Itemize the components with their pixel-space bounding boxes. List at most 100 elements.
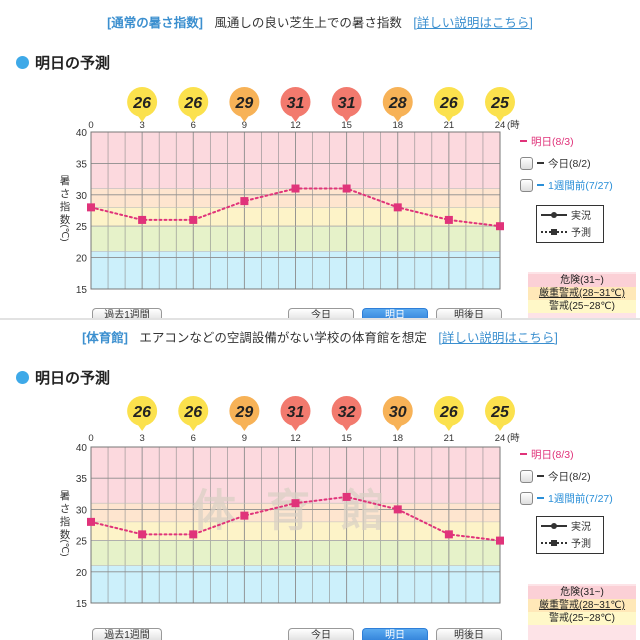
panel-header: [通常の暑さ指数] 風通しの良い芝生上での暑さ指数 [詳しい説明はこちら] [0,12,640,31]
key-actual: 実況 [537,517,603,534]
tomorrow-button[interactable]: 明日 [362,628,428,640]
badge-value: 29 [234,95,253,112]
forecast-point [189,530,198,539]
x-tick-label: 12 [290,433,301,444]
y-axis-unit: (℃) [59,225,70,242]
link-bracket-open: [ [438,331,442,345]
today-button[interactable]: 今日 [288,628,354,640]
x-tick-label: 24 [495,433,506,444]
value-badge: 28 [382,87,413,122]
badge-value: 25 [490,95,510,112]
value-badge: 26 [127,396,158,431]
pink-dash-icon [520,453,527,455]
badge-value: 31 [287,404,305,421]
value-badge: 31 [331,87,362,122]
details-link[interactable]: 詳しい説明はこちら [441,331,555,345]
badge-value: 26 [439,95,458,112]
legend-tomorrow-label: 明日(8/3) [531,135,574,148]
checkbox-icon[interactable] [520,491,533,505]
badge-value: 26 [132,95,151,112]
link-bracket-close: ] [554,331,558,345]
badge-circle [178,87,209,117]
checkbox-icon[interactable] [520,178,533,192]
legend-week-ago[interactable]: 1週間前(7/27) [520,174,640,196]
badge-circle [331,87,362,117]
badge-circle [229,87,260,117]
forecast-point [393,203,402,212]
badge-circle [127,87,158,117]
badge-value: 30 [389,404,407,421]
key-actual-label: 実況 [571,522,591,533]
key-forecast: 予測 [537,223,603,240]
checkbox-icon[interactable] [520,156,533,170]
badge-circle [127,396,158,426]
badge-value: 32 [338,404,356,421]
link-bracket-close: ] [529,16,533,30]
checkbox-icon[interactable] [520,469,533,483]
blue-dash-icon [537,184,544,186]
forecast-point [444,530,453,539]
badge-value: 26 [183,404,202,421]
badge-circle [433,396,464,426]
badge-circle [178,396,209,426]
series-legend: 明日(8/3) 今日(8/2) 1週間前(7/27) [520,443,640,509]
past-week-button[interactable]: 過去1週間 [92,308,162,320]
past-week-button[interactable]: 過去1週間 [92,628,162,640]
legend-today[interactable]: 今日(8/2) [520,152,640,174]
forecast-point [342,492,351,501]
line-style-key: 実況 予測 [536,205,604,243]
x-tick-label: 21 [444,120,455,131]
badge-value: 26 [183,95,202,112]
level-severe: 厳重警戒(28~31℃) [528,287,636,300]
forecast-point [291,499,300,508]
bullet-icon [16,371,29,384]
legend-week-ago[interactable]: 1週間前(7/27) [520,487,640,509]
y-axis-label: 暑 [60,175,71,187]
badge-value: 26 [132,404,151,421]
legend-tomorrow: 明日(8/3) [520,443,640,465]
legend-today[interactable]: 今日(8/2) [520,465,640,487]
legend-today-label: 今日(8/2) [548,470,591,483]
badge-circle [229,396,260,426]
key-forecast-label: 予測 [571,228,591,239]
x-tick-label: 6 [191,433,196,444]
panel-header: [体育館] エアコンなどの空調設備がない学校の体育館を想定 [詳しい説明はこちら… [0,327,640,346]
today-button[interactable]: 今日 [288,308,354,320]
badge-circle [280,87,311,117]
x-tick-label: 6 [191,120,196,131]
pink-dash-icon [520,140,527,142]
x-tick-label: 3 [139,433,144,444]
y-axis-label: 指 [60,515,71,528]
black-dash-icon [537,162,544,164]
value-badge: 31 [280,87,311,122]
x-tick-label: 9 [242,120,247,131]
y-tick-label: 25 [76,537,88,548]
forecast-point [496,536,504,545]
forecast-point [138,215,147,224]
legend-tomorrow-label: 明日(8/3) [531,448,574,461]
badge-value: 31 [338,95,356,112]
y-axis-label: さ [60,503,71,515]
badge-circle [485,87,515,117]
badge-circle [382,396,413,426]
x-tick-label: 12 [290,120,301,131]
dotted-line-icon [541,539,567,546]
level-legend: 危険(31~) 厳重警戒(28~31℃) 警戒(25~28℃) [528,584,636,640]
value-badge: 30 [382,396,413,431]
tomorrow-button[interactable]: 明日 [362,308,428,320]
section-title-text: 明日の予測 [35,55,111,72]
legend-today-label: 今日(8/2) [548,157,591,170]
panel-tag: [体育館] [82,331,128,345]
x-tick-label: 15 [341,120,352,131]
y-axis-label: 指 [60,200,71,213]
details-link[interactable]: 詳しい説明はこちら [416,16,530,30]
value-badge: 29 [229,396,260,431]
forecast-point [496,222,504,231]
level-alert: 警戒(25~28℃) [528,612,636,625]
key-actual-label: 実況 [571,211,591,222]
day-after-button[interactable]: 明後日 [436,628,502,640]
x-tick-label: 18 [392,433,403,444]
day-after-button[interactable]: 明後日 [436,308,502,320]
x-tick-label: 0 [88,433,93,444]
level-legend: 危険(31~) 厳重警戒(28~31℃) 警戒(25~28℃) [528,272,636,318]
